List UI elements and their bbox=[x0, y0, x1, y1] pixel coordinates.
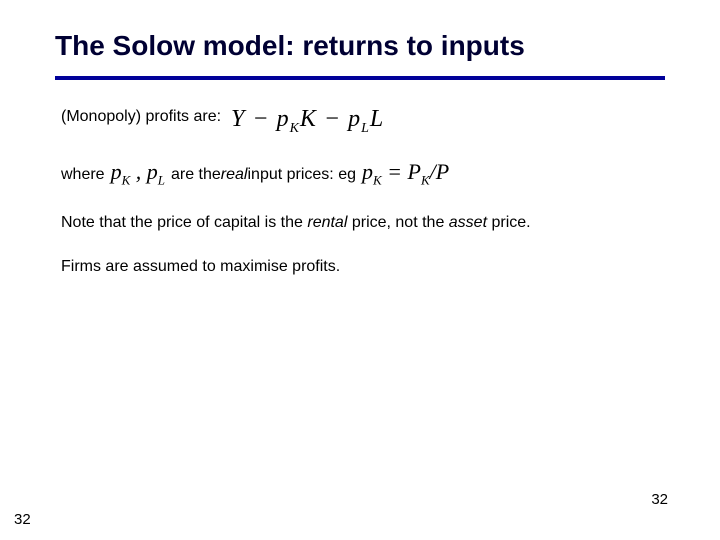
eq-pK-sub: K bbox=[373, 172, 382, 187]
pK-sub: K bbox=[122, 172, 131, 187]
formula-minus2: − bbox=[317, 106, 348, 132]
asset-word: asset bbox=[449, 214, 487, 231]
content-area: (Monopoly) profits are: Y − pKK − pLL wh… bbox=[55, 108, 665, 276]
page-number-left: 32 bbox=[14, 511, 31, 528]
pK-sym: p bbox=[111, 159, 122, 184]
pL-sym: p bbox=[147, 159, 158, 184]
price-equation: pK = PK/P bbox=[362, 159, 449, 188]
formula-K: K bbox=[300, 106, 317, 132]
formula-pK: p bbox=[277, 106, 290, 132]
note-a: Note that the price of capital is the bbox=[61, 214, 307, 231]
title-rule bbox=[55, 76, 665, 80]
formula-pL: p bbox=[348, 106, 361, 132]
note-b: price, not the bbox=[347, 214, 448, 231]
pL-sub: L bbox=[158, 172, 165, 187]
pK-comma: , bbox=[130, 159, 147, 184]
page-number-right: 32 bbox=[651, 491, 668, 508]
real-word: real bbox=[221, 166, 248, 184]
eq-PK-sub: K bbox=[421, 172, 430, 187]
rental-word: rental bbox=[307, 214, 347, 231]
firms-assumption: Firms are assumed to maximise profits. bbox=[61, 258, 665, 276]
eq-PK: P bbox=[408, 159, 421, 184]
where-pK-pL: pK , pL bbox=[111, 159, 165, 188]
slide-title: The Solow model: returns to inputs bbox=[55, 30, 665, 62]
profit-formula: Y − pKK − pLL bbox=[231, 106, 665, 137]
where-line: where pK , pL are the real input prices:… bbox=[61, 159, 665, 188]
mid1: are the bbox=[171, 166, 221, 184]
eq-pK: p bbox=[362, 159, 373, 184]
formula-L: L bbox=[370, 106, 384, 132]
rental-note: Note that the price of capital is the re… bbox=[61, 214, 665, 232]
note-c: price. bbox=[487, 214, 531, 231]
mid2: input prices: eg bbox=[247, 166, 356, 184]
eq-equals: = bbox=[382, 159, 408, 184]
formula-minus1: − bbox=[245, 106, 276, 132]
formula-pK-sub: K bbox=[290, 121, 300, 136]
eq-P: P bbox=[436, 159, 449, 184]
formula-Y: Y bbox=[231, 106, 245, 132]
where-text: where bbox=[61, 166, 105, 184]
formula-pL-sub: L bbox=[361, 121, 370, 136]
slide: The Solow model: returns to inputs (Mono… bbox=[0, 0, 720, 540]
